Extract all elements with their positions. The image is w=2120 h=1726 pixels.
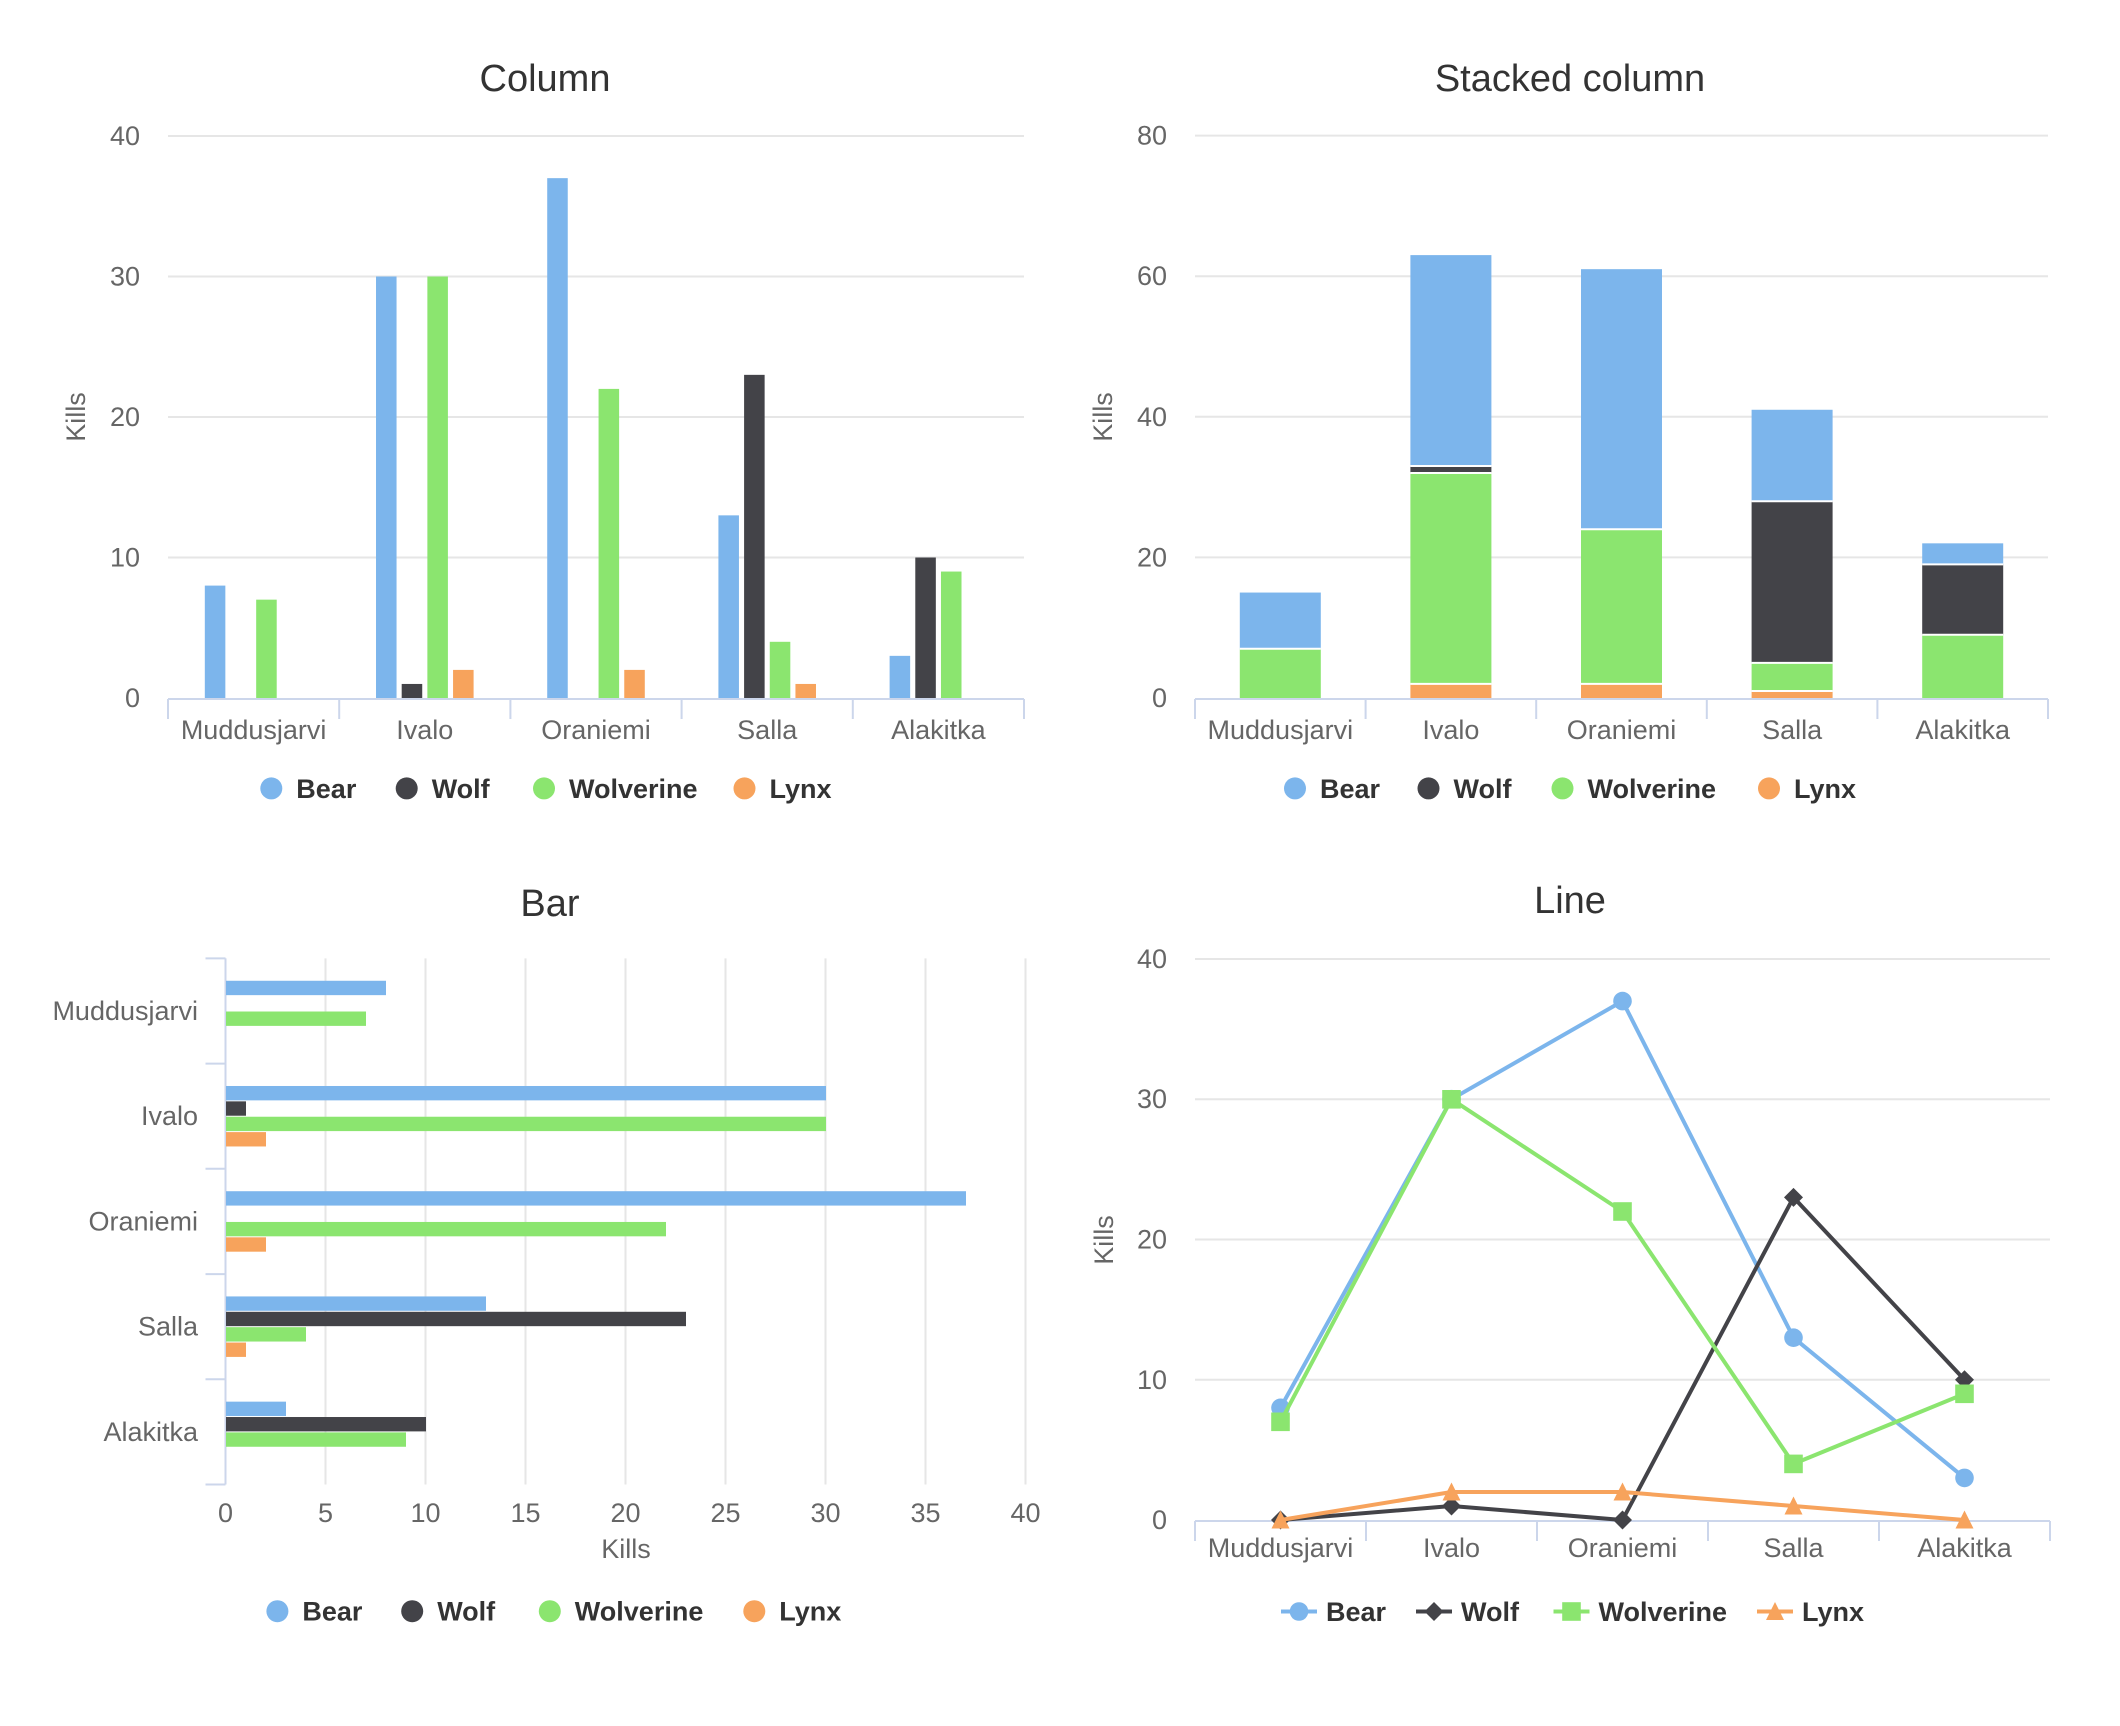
- svg-text:35: 35: [910, 1498, 940, 1528]
- svg-text:Oraniemi: Oraniemi: [541, 715, 651, 745]
- svg-text:Salla: Salla: [138, 1312, 199, 1342]
- svg-text:Wolf: Wolf: [437, 1597, 496, 1627]
- svg-text:Alakitka: Alakitka: [1917, 1533, 2013, 1563]
- svg-text:Bear: Bear: [302, 1597, 363, 1627]
- svg-text:Wolverine: Wolverine: [575, 1597, 704, 1627]
- svg-text:20: 20: [1137, 542, 1167, 572]
- svg-text:30: 30: [1137, 1084, 1167, 1114]
- svg-text:Wolverine: Wolverine: [1599, 1597, 1728, 1627]
- svg-text:Ivalo: Ivalo: [141, 1101, 198, 1131]
- svg-text:Muddusjarvi: Muddusjarvi: [52, 996, 198, 1026]
- svg-text:40: 40: [1137, 944, 1167, 974]
- svg-text:0: 0: [218, 1498, 233, 1528]
- svg-text:Lynx: Lynx: [779, 1597, 841, 1627]
- svg-text:Oraniemi: Oraniemi: [1568, 1533, 1678, 1563]
- svg-text:Bar: Bar: [520, 883, 579, 925]
- svg-text:Kills: Kills: [1089, 1215, 1119, 1265]
- svg-text:15: 15: [510, 1498, 540, 1528]
- svg-text:Alakitka: Alakitka: [103, 1417, 199, 1447]
- svg-text:Stacked column: Stacked column: [1435, 58, 1705, 100]
- svg-text:Alakitka: Alakitka: [891, 715, 987, 745]
- svg-text:25: 25: [710, 1498, 740, 1528]
- svg-text:Ivalo: Ivalo: [396, 715, 453, 745]
- svg-text:Muddusjarvi: Muddusjarvi: [181, 715, 327, 745]
- svg-text:Oraniemi: Oraniemi: [1567, 715, 1677, 745]
- svg-text:80: 80: [1137, 121, 1167, 151]
- svg-text:30: 30: [110, 262, 140, 292]
- svg-text:20: 20: [1137, 1225, 1167, 1255]
- svg-text:30: 30: [810, 1498, 840, 1528]
- svg-text:Kills: Kills: [1088, 392, 1118, 442]
- svg-text:Column: Column: [480, 58, 611, 100]
- svg-text:Bear: Bear: [1320, 774, 1381, 804]
- svg-text:Salla: Salla: [737, 715, 798, 745]
- svg-text:10: 10: [1137, 1365, 1167, 1395]
- svg-text:40: 40: [1137, 402, 1167, 432]
- svg-text:Kills: Kills: [61, 392, 91, 442]
- svg-text:Ivalo: Ivalo: [1422, 715, 1479, 745]
- svg-text:Bear: Bear: [1326, 1597, 1387, 1627]
- svg-text:Lynx: Lynx: [1794, 774, 1856, 804]
- svg-text:Muddusjarvi: Muddusjarvi: [1208, 715, 1354, 745]
- svg-text:Kills: Kills: [601, 1534, 651, 1564]
- svg-text:10: 10: [110, 543, 140, 573]
- svg-text:Alakitka: Alakitka: [1915, 715, 2011, 745]
- svg-text:Wolf: Wolf: [1461, 1597, 1520, 1627]
- svg-text:20: 20: [110, 402, 140, 432]
- svg-text:Wolverine: Wolverine: [1588, 774, 1717, 804]
- svg-text:0: 0: [1152, 1505, 1167, 1535]
- svg-text:Wolf: Wolf: [1454, 774, 1513, 804]
- svg-text:0: 0: [125, 683, 140, 713]
- svg-text:Oraniemi: Oraniemi: [88, 1207, 198, 1237]
- svg-text:Wolf: Wolf: [432, 774, 491, 804]
- svg-text:Bear: Bear: [296, 774, 357, 804]
- svg-text:Salla: Salla: [1763, 1533, 1824, 1563]
- svg-text:60: 60: [1137, 261, 1167, 291]
- svg-text:Lynx: Lynx: [770, 774, 832, 804]
- svg-text:Salla: Salla: [1762, 715, 1823, 745]
- svg-text:5: 5: [318, 1498, 333, 1528]
- svg-text:0: 0: [1152, 683, 1167, 713]
- svg-text:20: 20: [610, 1498, 640, 1528]
- svg-text:10: 10: [410, 1498, 440, 1528]
- svg-text:Lynx: Lynx: [1802, 1597, 1864, 1627]
- svg-text:Ivalo: Ivalo: [1423, 1533, 1480, 1563]
- svg-text:40: 40: [110, 121, 140, 151]
- svg-text:Muddusjarvi: Muddusjarvi: [1208, 1533, 1354, 1563]
- svg-text:Wolverine: Wolverine: [569, 774, 698, 804]
- svg-text:40: 40: [1010, 1498, 1040, 1528]
- svg-text:Line: Line: [1534, 880, 1606, 922]
